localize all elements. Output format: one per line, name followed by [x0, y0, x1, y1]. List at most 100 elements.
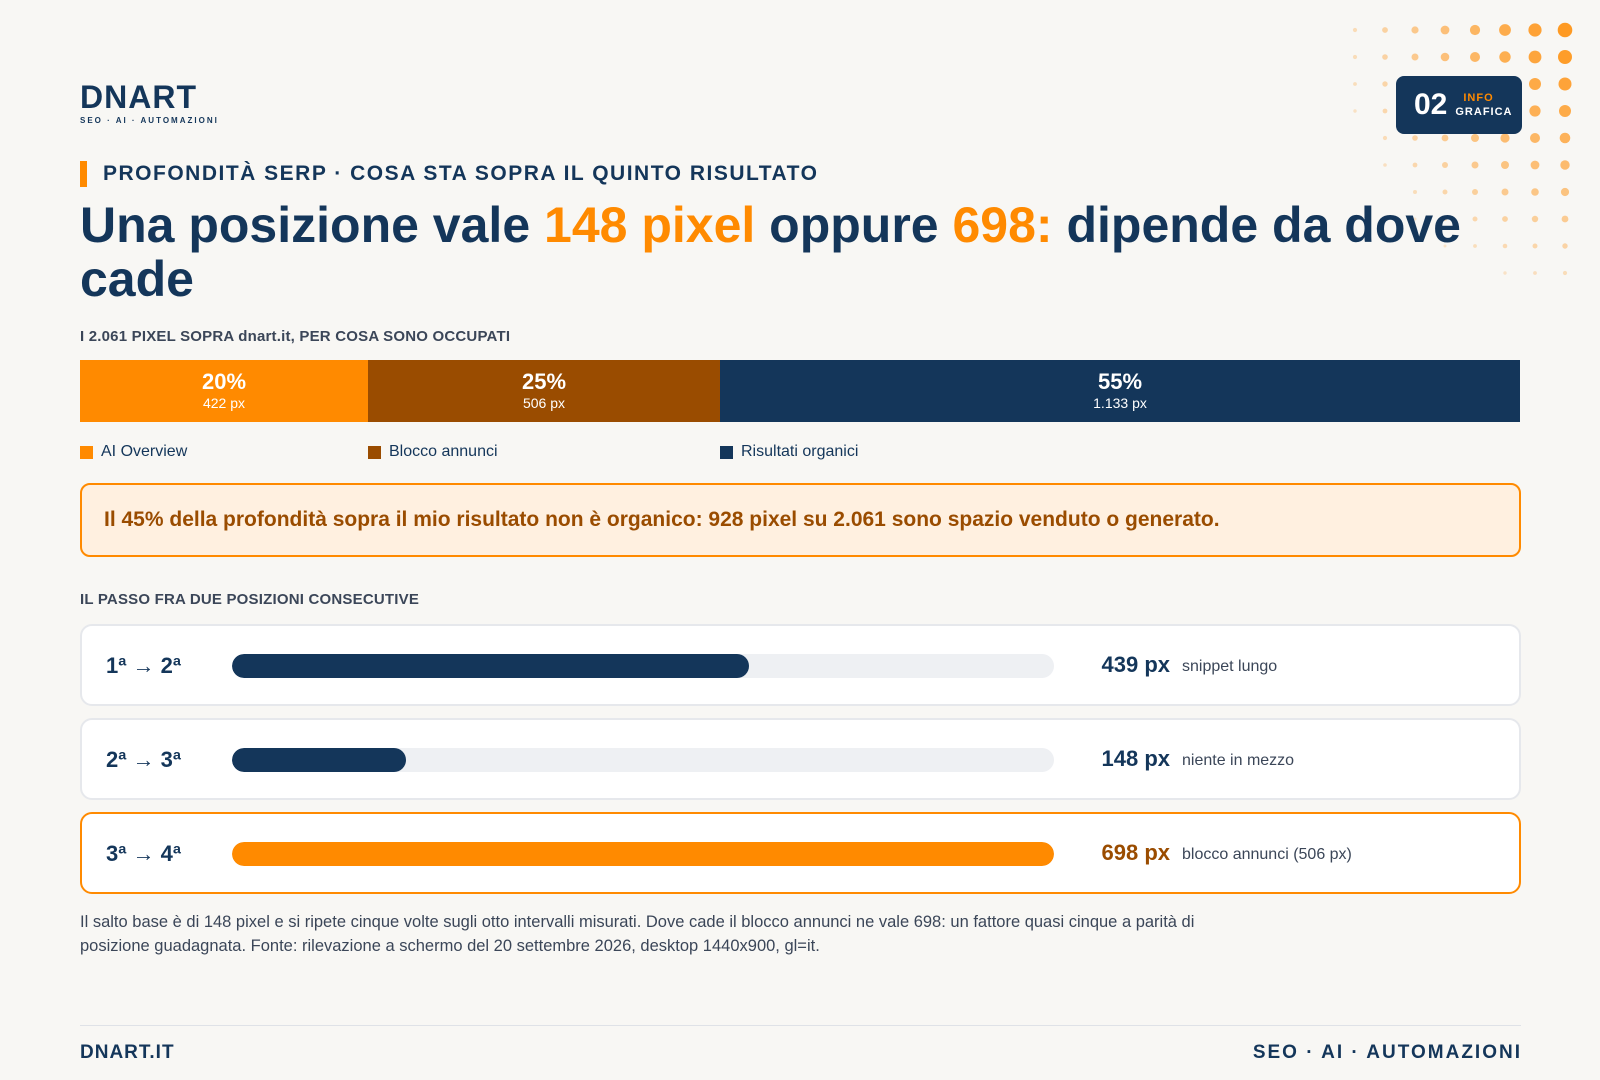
decorative-dot — [1470, 52, 1480, 62]
decorative-dot — [1352, 54, 1358, 60]
segment-px-label: 506 px — [522, 395, 566, 411]
step-track — [232, 654, 1054, 678]
legend-item: Blocco annunci — [368, 443, 498, 461]
decorative-dot — [1560, 187, 1570, 197]
step-bar — [232, 842, 1054, 866]
legend-label: AI Overview — [101, 443, 188, 460]
decorative-dot — [1382, 81, 1388, 87]
badge-text: INFO GRAFICA — [1455, 91, 1512, 119]
decorative-dot — [1413, 217, 1417, 221]
legend-swatch — [80, 445, 93, 459]
decorative-dot — [1469, 24, 1481, 36]
legend-label: Blocco annunci — [389, 443, 498, 460]
decorative-dot — [1530, 133, 1540, 143]
decorative-dot — [1382, 54, 1388, 60]
footer-site: DNART.IT — [80, 1042, 175, 1063]
decorative-dot — [1383, 163, 1387, 167]
decorative-dot — [1412, 135, 1418, 141]
decorative-dot — [1530, 160, 1540, 170]
badge-line1: INFO — [1463, 92, 1494, 104]
decorative-dot — [1353, 82, 1357, 86]
step-label: 1ª → 2ª — [106, 653, 181, 678]
legend-label: Risultati organici — [741, 443, 859, 460]
decorative-dot — [1557, 22, 1573, 38]
decorative-dot — [1560, 160, 1570, 170]
decorative-dot — [1441, 134, 1449, 142]
legend-swatch — [368, 445, 381, 459]
footer-tagline: SEO · AI · AUTOMAZIONI — [1252, 1042, 1522, 1063]
decorative-dot — [1533, 271, 1537, 275]
decorative-dot-grid — [1352, 22, 1573, 276]
step-bar — [232, 748, 406, 772]
stack-segment: 25% 506 px — [368, 360, 720, 422]
kicker: PROFONDITÀ SERP · COSA STA SOPRA IL QUIN… — [80, 161, 818, 187]
decorative-dot — [1443, 217, 1447, 221]
segment-percent-label: 20% — [201, 369, 247, 394]
decorative-dot — [1499, 24, 1511, 36]
callout-text: Il 45% della profondità sopra il mio ris… — [104, 508, 1220, 531]
badge-number: 02 — [1414, 88, 1448, 121]
step-row: 3ª → 4ª 698 px blocco annunci (506 px) — [80, 812, 1521, 894]
decorative-dot — [1442, 162, 1448, 168]
stack-segment: 55% 1.133 px — [720, 360, 1520, 422]
step-row: 1ª → 2ª 439 px snippet lungo — [80, 624, 1521, 706]
legend-item: AI Overview — [80, 443, 187, 461]
decorative-dot — [1531, 215, 1539, 223]
logo-tagline: SEO · AI · AUTOMAZIONI — [80, 116, 219, 125]
decorative-dot — [1472, 216, 1478, 222]
decorative-dot — [1529, 78, 1541, 90]
step-label: 3ª → 4ª — [106, 841, 181, 866]
step-value: 439 px — [1101, 652, 1171, 677]
headline-part-3: dipende da dove cade — [80, 197, 1461, 307]
headline: Una posizione vale 148 pixel oppure 698:… — [80, 198, 1520, 306]
decorative-dot — [1411, 53, 1419, 61]
segment-px-label: 1.133 px — [1093, 395, 1147, 411]
decorative-dot — [1559, 105, 1571, 117]
decorative-dot — [1472, 189, 1478, 195]
decorative-dot — [1502, 216, 1508, 222]
segment-px-label: 422 px — [202, 395, 246, 411]
decorative-dot — [1500, 133, 1510, 143]
decorative-dot — [1558, 50, 1572, 64]
decorative-dot — [1559, 132, 1571, 144]
decorative-dot — [1411, 26, 1419, 34]
callout-box: Il 45% della profondità sopra il mio ris… — [80, 483, 1521, 557]
decorative-dot — [1499, 51, 1511, 63]
decorative-dot — [1502, 243, 1508, 249]
decorative-dot — [1382, 27, 1388, 33]
decorative-dot — [1531, 188, 1539, 196]
decorative-dot — [1440, 25, 1450, 35]
decorative-dot — [1528, 23, 1542, 37]
step-label: 2ª → 3ª — [106, 747, 181, 772]
steps-chart-title: IL PASSO FRA DUE POSIZIONI CONSECUTIVE — [80, 591, 420, 608]
decorative-dot — [1440, 52, 1450, 62]
legend-swatch — [720, 445, 733, 459]
logo-text: DNART — [80, 79, 197, 115]
decorative-dot — [1352, 27, 1358, 33]
legend-item: Risultati organici — [720, 443, 858, 461]
headline-part-1: Una posizione vale — [80, 197, 545, 253]
decorative-dot — [1501, 161, 1509, 169]
decorative-dot — [1562, 243, 1568, 249]
segment-percent-label: 55% — [1097, 369, 1143, 394]
decorative-dot — [1558, 77, 1572, 91]
decorative-dot — [1471, 161, 1479, 169]
decorative-dot — [1382, 108, 1388, 114]
decorative-dot — [1382, 135, 1388, 141]
step-bar — [232, 654, 749, 678]
decorative-dot — [1471, 134, 1479, 142]
logo-wordmark: DNART — [80, 80, 219, 114]
decorative-dot — [1561, 215, 1569, 223]
decorative-dot — [1562, 270, 1568, 276]
step-value: 698 px — [1101, 840, 1171, 865]
footer-divider — [80, 1025, 1521, 1026]
headline-part-2: oppure — [755, 197, 953, 253]
logo: DNART SEO · AI · AUTOMAZIONI — [80, 80, 219, 125]
decorative-dot — [1412, 162, 1418, 168]
infographic-badge: 02 INFO GRAFICA — [1396, 76, 1522, 134]
decorative-dot — [1442, 189, 1448, 195]
decorative-dot — [1413, 190, 1417, 194]
badge-line2: GRAFICA — [1455, 106, 1513, 118]
decorative-dot — [1532, 243, 1538, 249]
step-value: 148 px — [1101, 746, 1171, 771]
